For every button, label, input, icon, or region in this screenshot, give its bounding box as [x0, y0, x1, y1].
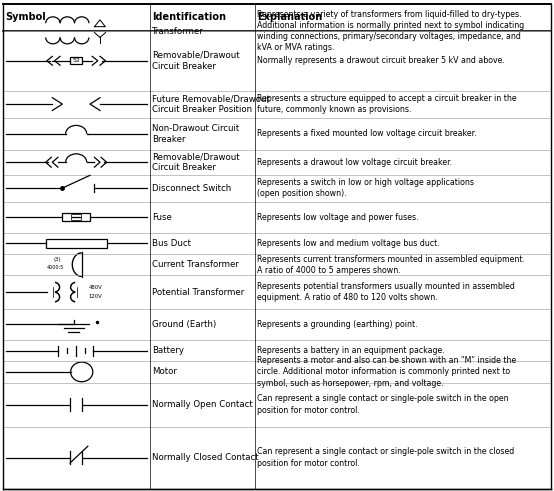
Text: Ground (Earth): Ground (Earth) — [152, 320, 216, 329]
Text: Represents a switch in low or high voltage applications
(open position shown).: Represents a switch in low or high volta… — [257, 178, 474, 198]
Text: Represents a grounding (earthing) point.: Represents a grounding (earthing) point. — [257, 320, 418, 329]
Text: Represents a variety of transformers from liquid-filled to dry-types.
Additional: Represents a variety of transformers fro… — [257, 10, 524, 52]
Text: Represents low voltage and power fuses.: Represents low voltage and power fuses. — [257, 213, 419, 221]
Text: Represents low and medium voltage bus duct.: Represents low and medium voltage bus du… — [257, 239, 440, 248]
Text: Explanation: Explanation — [257, 12, 322, 23]
Text: Symbol: Symbol — [5, 12, 46, 23]
Text: Fuse: Fuse — [152, 213, 172, 221]
Text: Non-Drawout Circuit
Breaker: Non-Drawout Circuit Breaker — [152, 124, 239, 144]
Text: Identification: Identification — [152, 12, 226, 23]
Text: Bus Duct: Bus Duct — [152, 239, 191, 248]
Text: (3): (3) — [53, 257, 60, 262]
Text: Represents current transformers mounted in assembled equipment.
A ratio of 4000 : Represents current transformers mounted … — [257, 255, 525, 274]
Text: Represents a battery in an equipment package.: Represents a battery in an equipment pac… — [257, 346, 445, 355]
Text: Normally Open Contact: Normally Open Contact — [152, 400, 253, 409]
Text: Potential Transformer: Potential Transformer — [152, 288, 244, 297]
Text: Can represent a single contact or single-pole switch in the open
position for mo: Can represent a single contact or single… — [257, 394, 509, 414]
Text: Represents a drawout low voltage circuit breaker.: Represents a drawout low voltage circuit… — [257, 158, 452, 167]
Text: 480V: 480V — [89, 285, 102, 290]
Text: 4000:5: 4000:5 — [47, 265, 64, 270]
Text: Represents a structure equipped to accept a circuit breaker in the
future, commo: Represents a structure equipped to accep… — [257, 94, 517, 114]
Text: 52: 52 — [72, 58, 80, 63]
Bar — [63, 214, 90, 221]
Text: Transformer: Transformer — [152, 27, 203, 35]
Text: Represents potential transformers usually mounted in assembled
equipment. A rati: Represents potential transformers usuall… — [257, 282, 515, 302]
Text: Normally Closed Contact: Normally Closed Contact — [152, 453, 258, 462]
Text: Represents a fixed mounted low voltage circuit breaker.: Represents a fixed mounted low voltage c… — [257, 129, 476, 138]
Bar — [71, 214, 81, 220]
Text: Current Transformer: Current Transformer — [152, 260, 239, 269]
Text: Disconnect Switch: Disconnect Switch — [152, 184, 231, 192]
Text: Battery: Battery — [152, 346, 184, 355]
Text: Motor: Motor — [152, 367, 177, 377]
Bar — [46, 239, 107, 248]
Text: 120V: 120V — [89, 294, 102, 299]
Text: Normally represents a drawout circuit breaker 5 kV and above.: Normally represents a drawout circuit br… — [257, 56, 505, 65]
Text: Future Removable/Drawout
Circuit Breaker Position: Future Removable/Drawout Circuit Breaker… — [152, 94, 270, 114]
Text: Removable/Drawout
Circuit Breaker: Removable/Drawout Circuit Breaker — [152, 51, 239, 71]
Bar — [70, 57, 83, 64]
Text: Represents a motor and also can be shown with an "M" inside the
circle. Addition: Represents a motor and also can be shown… — [257, 356, 516, 387]
Text: Removable/Drawout
Circuit Breaker: Removable/Drawout Circuit Breaker — [152, 152, 239, 172]
Text: Can represent a single contact or single-pole switch in the closed
position for : Can represent a single contact or single… — [257, 447, 514, 467]
